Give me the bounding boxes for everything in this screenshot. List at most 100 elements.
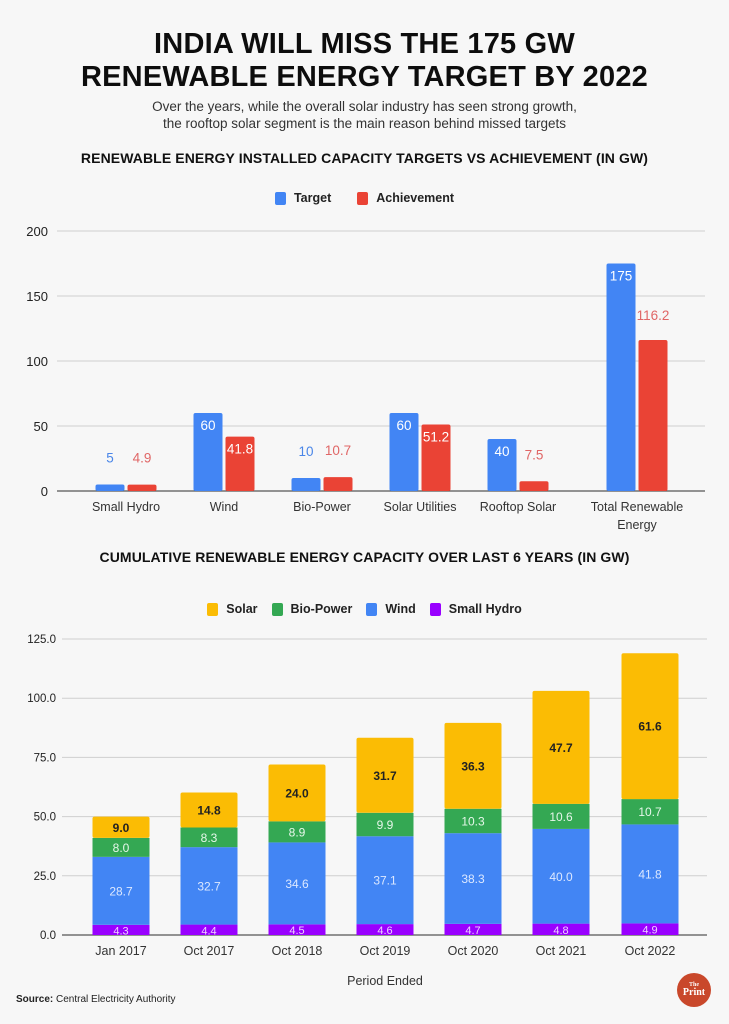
subtitle-line-2: the rooftop solar segment is the main re… [163,116,566,131]
data-label: 28.7 [109,884,133,898]
legend-item-achievement: Achievement [357,191,454,205]
data-label: 4.9 [642,925,657,937]
y-tick-label: 200 [26,224,48,239]
data-label: 5 [106,451,114,466]
legend-item-solar: Solar [207,602,258,616]
bar-segment-bio-power [444,808,502,834]
data-label: 34.6 [285,877,309,891]
bar-segment-bio-power [92,837,150,857]
data-label: 32.7 [197,879,221,893]
bar-segment-bio-power [356,812,414,837]
data-label: 37.1 [373,874,397,888]
data-label: 61.6 [638,720,662,734]
bar-target [193,413,223,491]
logo-the: The [688,982,699,988]
bar-achievement [638,339,668,491]
data-label: 4.8 [553,925,568,937]
data-label: 38.3 [461,872,485,886]
bar-target [389,413,419,491]
y-tick-label: 0.0 [40,930,56,942]
bar-segment-wind [268,842,326,925]
y-tick-label: 125.0 [27,634,56,646]
chart2-plot: 0.0 25.0 50.0 75.0 100.0 125.0 4.3 28.7 8.0 9.0 Ja… [27,634,707,988]
data-label: 40.0 [549,870,573,884]
data-label: 9.0 [113,821,130,835]
data-label: 47.7 [549,741,573,755]
bar-target [95,484,125,491]
bar-segment-wind [532,828,590,924]
bar-segment-solar [268,764,326,822]
legend-item-wind: Wind [366,602,416,616]
infographic-subtitle: Over the years, while the overall solar … [0,98,729,132]
x-tick-label: Oct 2019 [360,944,411,958]
data-label: 14.8 [197,803,221,817]
bar-achievement [323,477,353,491]
data-label: 51.2 [423,429,449,444]
data-label: 116.2 [637,308,670,323]
x-tick-label: Jan 2017 [95,944,146,958]
bar-segment-wind [621,824,679,924]
data-label: 10.6 [549,810,573,824]
x-tick-label: Oct 2020 [448,944,499,958]
x-tick-label: Oct 2017 [184,944,235,958]
bar-segment-wind [180,847,238,925]
chart2-legend: Solar Bio-Power Wind Small Hydro [0,602,729,616]
data-label: 4.7 [465,925,480,937]
data-label: 8.0 [113,841,130,855]
legend-label-small-hydro: Small Hydro [448,602,522,616]
x-tick-label: Solar Utilities [384,500,457,514]
data-label: 10 [298,444,313,459]
bar-segment-solar [444,722,502,809]
source-label: Source: [16,994,54,1005]
data-label: 175 [610,269,633,284]
legend-item-target: Target [274,191,331,205]
y-tick-label: 100 [26,354,48,369]
data-label: 4.9 [133,451,152,466]
data-label: 10.7 [325,443,351,458]
bar-segment-bio-power [621,799,679,825]
bar-segment-small-hydro [444,923,502,935]
data-label: 4.5 [289,925,304,937]
logo-print: Print [682,987,706,998]
x-tick-label: Oct 2021 [536,944,587,958]
bar-achievement [519,481,549,491]
data-label: 4.6 [377,925,392,937]
bar-segment-wind [92,856,150,925]
x-tick-label: Small Hydro [92,500,160,514]
y-tick-label: 50 [34,419,48,434]
data-label: 24.0 [285,786,309,800]
bar-segment-small-hydro [621,923,679,935]
bar-target [487,439,517,491]
bar-achievement [127,484,157,491]
bar-segment-solar [532,690,590,804]
bar-target [291,478,321,491]
source-note: Source: Central Electricity Authority [16,994,176,1005]
y-tick-label: 0 [41,484,48,499]
bar-segment-small-hydro [92,924,150,935]
data-label: 4.3 [113,925,128,937]
y-tick-label: 50.0 [34,812,56,824]
infographic-title: INDIA WILL MISS THE 175 GW RENEWABLE ENE… [0,28,729,94]
y-tick-label: 100.0 [27,693,56,705]
bar-segment-solar [92,816,150,838]
legend-item-bio-power: Bio-Power [271,602,352,616]
data-label: 41.8 [227,442,253,457]
bar-segment-small-hydro [268,924,326,935]
data-label: 60 [200,418,215,433]
data-label: 4.4 [201,925,216,937]
bar-segment-solar [356,737,414,813]
chart1-plot: 0 50 100 150 200 5 4.9 Small Hydro 60 41.8 Wind 10 1… [26,224,705,532]
legend-label-solar: Solar [226,602,258,616]
data-label: 60 [396,418,411,433]
legend-item-small-hydro: Small Hydro [429,602,522,616]
bar-segment-wind [356,836,414,925]
x-tick-label: Bio-Power [293,500,351,514]
y-tick-label: 75.0 [34,752,56,764]
x-tick-label: Energy [617,518,657,532]
chart1-title: RENEWABLE ENERGY INSTALLED CAPACITY TARG… [80,150,649,166]
x-axis-title: Period Ended [347,974,423,988]
x-tick-label: Rooftop Solar [480,500,556,514]
subtitle-line-1: Over the years, while the overall solar … [152,99,577,114]
x-tick-label: Total Renewable [591,500,683,514]
legend-swatch-achievement [357,191,369,205]
